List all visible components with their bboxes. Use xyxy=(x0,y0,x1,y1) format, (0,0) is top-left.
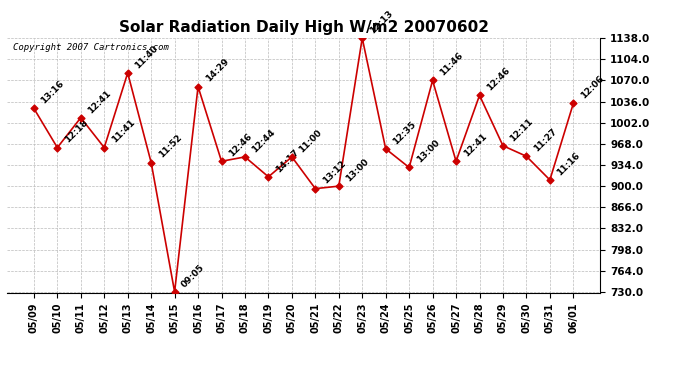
Text: 11:41: 11:41 xyxy=(110,118,137,145)
Point xyxy=(451,158,462,164)
Point xyxy=(497,143,509,149)
Point xyxy=(146,159,157,165)
Point xyxy=(521,153,532,159)
Text: 12:06: 12:06 xyxy=(579,74,605,100)
Text: 12:41: 12:41 xyxy=(86,88,113,115)
Text: 12:18: 12:18 xyxy=(63,118,90,145)
Point xyxy=(52,145,63,151)
Text: 11:46: 11:46 xyxy=(438,51,465,78)
Point xyxy=(286,154,297,160)
Text: 11:00: 11:00 xyxy=(297,128,324,154)
Point xyxy=(333,183,344,189)
Point xyxy=(99,145,110,151)
Point xyxy=(568,100,579,106)
Text: 12:35: 12:35 xyxy=(391,120,418,146)
Text: 12:46: 12:46 xyxy=(227,132,254,159)
Text: 14:29: 14:29 xyxy=(204,57,230,84)
Text: 13:00: 13:00 xyxy=(344,157,371,183)
Text: 11:27: 11:27 xyxy=(532,127,559,153)
Text: 12:11: 12:11 xyxy=(509,116,535,143)
Text: 11:40: 11:40 xyxy=(133,44,160,70)
Point xyxy=(263,174,274,180)
Point xyxy=(427,77,438,83)
Point xyxy=(357,35,368,41)
Text: 13:16: 13:16 xyxy=(39,79,66,106)
Text: 13:12: 13:12 xyxy=(321,159,348,186)
Text: 14:17: 14:17 xyxy=(274,147,301,174)
Point xyxy=(310,186,321,192)
Title: Solar Radiation Daily High W/m2 20070602: Solar Radiation Daily High W/m2 20070602 xyxy=(119,20,489,35)
Point xyxy=(474,92,485,98)
Point xyxy=(75,115,86,121)
Point xyxy=(404,165,415,171)
Text: 13:00: 13:00 xyxy=(415,138,441,165)
Point xyxy=(544,177,555,183)
Point xyxy=(122,70,133,76)
Point xyxy=(239,154,250,160)
Text: 12:41: 12:41 xyxy=(462,132,489,159)
Text: Copyright 2007 Cartronics.com: Copyright 2007 Cartronics.com xyxy=(13,43,169,52)
Point xyxy=(380,146,391,152)
Text: 12:44: 12:44 xyxy=(250,128,277,154)
Text: 11:16: 11:16 xyxy=(555,150,582,177)
Point xyxy=(193,84,204,90)
Text: 09:05: 09:05 xyxy=(180,262,207,289)
Point xyxy=(216,158,227,164)
Text: 12:46: 12:46 xyxy=(485,66,512,93)
Point xyxy=(169,289,180,295)
Text: 12:13: 12:13 xyxy=(368,9,395,35)
Text: 11:52: 11:52 xyxy=(157,133,184,160)
Point xyxy=(28,105,39,111)
